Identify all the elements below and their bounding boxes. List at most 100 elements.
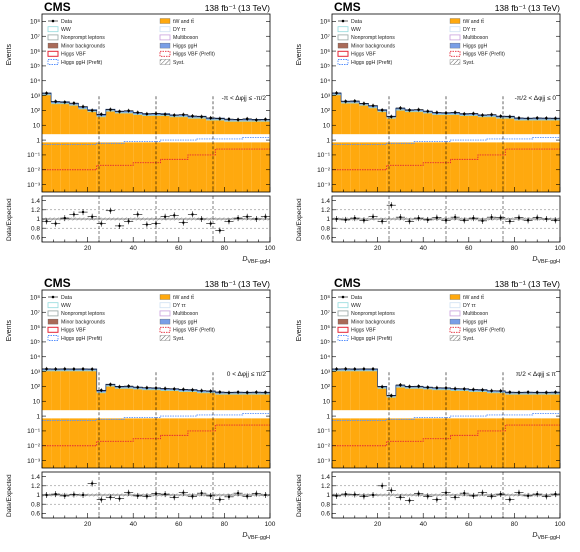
ratio-y-tick-label: 1.2: [31, 483, 40, 490]
data-point: [209, 116, 213, 120]
data-point: [453, 111, 457, 114]
y-tick-label: 10: [33, 398, 41, 405]
bar-ttbar: [187, 116, 198, 192]
bar-ttbar: [105, 109, 115, 192]
data-point: [264, 391, 267, 394]
ratio-y-tick-label: 1: [326, 216, 330, 223]
bar-ttbar: [160, 113, 170, 192]
data-point: [163, 387, 167, 390]
x-tick-label: 80: [221, 521, 229, 528]
y-tick-label: 10⁻³: [317, 182, 331, 189]
ratio-y-tick-label: 1.2: [321, 207, 330, 214]
data-point: [453, 387, 457, 390]
ratio-point: [353, 216, 356, 220]
data-point: [99, 388, 103, 392]
legend-swatch-10: [337, 335, 349, 341]
y-tick-label: 10: [323, 398, 331, 405]
legend-label-2: WW: [351, 303, 361, 309]
ratio-point: [209, 222, 212, 225]
ggh-prefit-line: [42, 413, 270, 421]
legend-label-0: Data: [351, 19, 362, 25]
bar-ww: [133, 114, 143, 116]
data-point: [264, 118, 267, 121]
data-point: [517, 391, 521, 394]
ratio-plot: [42, 472, 270, 518]
ratio-point: [335, 494, 338, 498]
ratio-point: [145, 495, 149, 498]
legend-swatch-4: [337, 34, 349, 41]
ratio-point: [72, 213, 76, 216]
legend-label-8: Higgs VBF: [351, 328, 376, 334]
bar-ttbar: [468, 113, 478, 192]
y-tick-label: 10⁻³: [27, 182, 41, 189]
ratio-point: [463, 219, 466, 222]
legend-swatch-2: [47, 26, 59, 33]
bar-ttbar: [532, 392, 542, 468]
data-point: [45, 91, 48, 95]
ratio-point: [90, 482, 94, 485]
x-tick-label: 60: [175, 521, 183, 528]
data-point: [435, 386, 439, 390]
bar-ww: [96, 116, 106, 118]
bar-ttbar: [87, 368, 97, 468]
data-point: [54, 367, 57, 371]
data-point: [245, 117, 249, 121]
legend-label-9: Higgs VBF (Prefit): [463, 328, 505, 334]
data-point: [90, 109, 94, 112]
legend-label-4: Nonprompt leptons: [351, 311, 395, 317]
bar-ttbar: [541, 118, 551, 192]
data-point: [472, 112, 475, 115]
ratio-point: [554, 492, 557, 496]
legend-swatch-1: [159, 294, 171, 300]
legend-swatch-4: [47, 34, 59, 41]
ratio-point: [246, 215, 249, 218]
y-tick-label: 10⁶: [30, 48, 40, 55]
y-tick-label: 10⁴: [30, 354, 40, 361]
bar-ttbar: [142, 113, 152, 192]
bar-ttbar: [514, 118, 524, 192]
data-point: [408, 108, 411, 112]
legend-swatch-11: [449, 335, 461, 341]
bar-ttbar: [550, 392, 560, 468]
y-tick-label: 10⁷: [320, 309, 330, 316]
legend-label-1: tW and tt̄: [173, 294, 194, 301]
data-point: [118, 110, 121, 113]
x-tick-label: 100: [265, 245, 276, 252]
legend-swatch-7: [159, 42, 171, 49]
cms-label: CMS: [334, 0, 361, 14]
legend-swatch-2: [337, 302, 349, 309]
ratio-point: [353, 493, 356, 496]
legend-swatch-0: [338, 19, 348, 23]
legend-label-8: Higgs VBF: [61, 52, 86, 58]
legend-label-2: WW: [351, 27, 361, 33]
legend-swatch-9: [159, 326, 171, 333]
x-tick-label: 80: [511, 521, 519, 528]
ratio-point: [90, 215, 94, 218]
bar-ww: [215, 393, 225, 395]
data-point: [462, 387, 466, 391]
ratio-point: [81, 493, 85, 497]
bar-ww: [197, 392, 207, 394]
ratio-point: [490, 215, 493, 219]
bar-ttbar: [514, 392, 524, 468]
data-point: [335, 367, 338, 371]
ratio-point: [335, 217, 338, 221]
bar-ww: [414, 387, 424, 389]
y-tick-label: 1: [326, 413, 330, 420]
ratio-point: [362, 495, 366, 498]
ratio-point: [255, 217, 258, 221]
bar-ttbar: [487, 390, 497, 468]
data-point: [371, 104, 375, 107]
legend-label-10: Higgs ggH (Prefit): [351, 336, 392, 342]
bar-ttbar: [459, 388, 469, 468]
x-tick-label: 100: [265, 521, 276, 528]
legend-swatch-3: [159, 302, 171, 309]
data-point: [481, 113, 484, 117]
ggh-prefit-line: [42, 137, 270, 145]
ratio-point: [136, 494, 139, 498]
bar-ttbar: [197, 116, 207, 192]
data-point: [490, 113, 493, 116]
bar-ttbar: [432, 387, 442, 468]
legend-label-2: WW: [61, 27, 71, 33]
ratio-y-tick-label: 1.4: [321, 474, 330, 481]
